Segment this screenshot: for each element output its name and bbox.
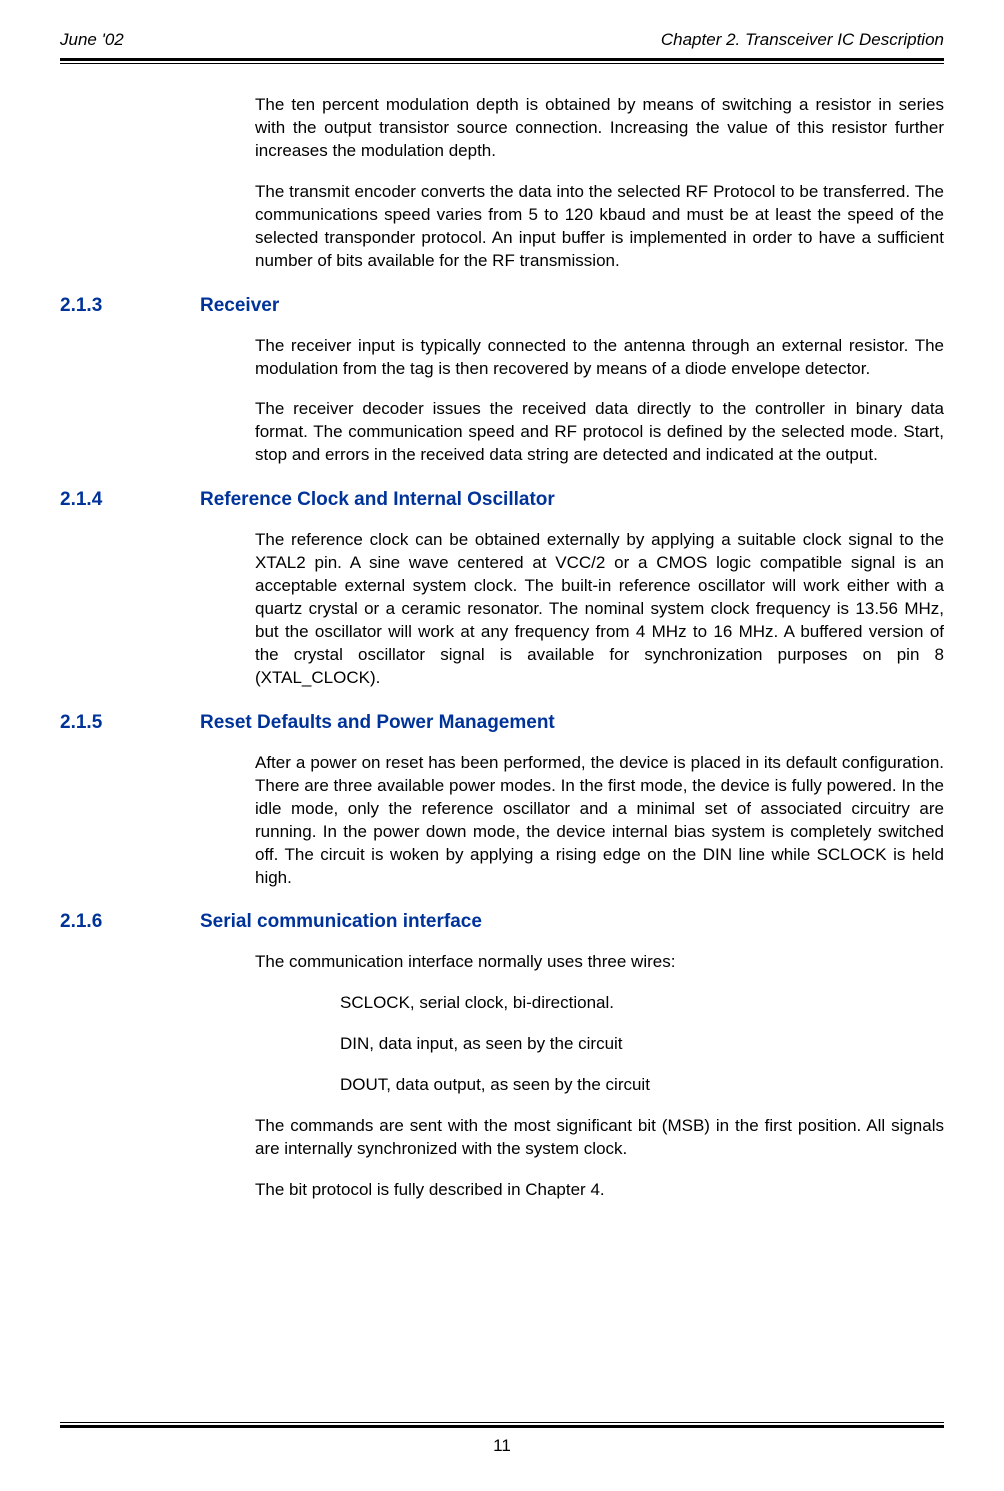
- content-area: The ten percent modulation depth is obta…: [0, 94, 1004, 1202]
- intro-paragraph-2: The transmit encoder converts the data i…: [255, 181, 944, 273]
- page-footer: 11: [0, 1422, 1004, 1456]
- footer-rule-thick: [60, 1425, 944, 1428]
- header-date: June '02: [60, 30, 124, 50]
- section-215-number: 2.1.5: [60, 712, 200, 734]
- section-213-number: 2.1.3: [60, 295, 200, 317]
- page-number: 11: [0, 1436, 1004, 1456]
- header-rule-thin: [60, 63, 944, 64]
- section-213-p1: The receiver input is typically connecte…: [255, 335, 944, 381]
- section-216-item1: SCLOCK, serial clock, bi-directional.: [340, 992, 944, 1015]
- header-rule-thick: [60, 58, 944, 61]
- section-215-p1: After a power on reset has been performe…: [255, 752, 944, 890]
- section-216-p3: The bit protocol is fully described in C…: [255, 1179, 944, 1202]
- intro-paragraph-1: The ten percent modulation depth is obta…: [255, 94, 944, 163]
- section-214-title: Reference Clock and Internal Oscillator: [200, 489, 555, 511]
- footer-rule-thin: [60, 1422, 944, 1423]
- section-213-heading: 2.1.3 Receiver: [60, 295, 944, 317]
- section-216-item2: DIN, data input, as seen by the circuit: [340, 1033, 944, 1056]
- section-213-title: Receiver: [200, 295, 279, 317]
- section-216-heading: 2.1.6 Serial communication interface: [60, 911, 944, 933]
- page-header: June '02 Chapter 2. Transceiver IC Descr…: [0, 0, 1004, 58]
- section-215-heading: 2.1.5 Reset Defaults and Power Managemen…: [60, 712, 944, 734]
- section-216-title: Serial communication interface: [200, 911, 482, 933]
- section-216-item3: DOUT, data output, as seen by the circui…: [340, 1074, 944, 1097]
- section-216-p2: The commands are sent with the most sign…: [255, 1115, 944, 1161]
- section-214-number: 2.1.4: [60, 489, 200, 511]
- section-216-p1: The communication interface normally use…: [255, 951, 944, 974]
- section-215-title: Reset Defaults and Power Management: [200, 712, 555, 734]
- section-216-number: 2.1.6: [60, 911, 200, 933]
- section-214-heading: 2.1.4 Reference Clock and Internal Oscil…: [60, 489, 944, 511]
- section-213-p2: The receiver decoder issues the received…: [255, 398, 944, 467]
- section-214-p1: The reference clock can be obtained exte…: [255, 529, 944, 690]
- header-chapter: Chapter 2. Transceiver IC Description: [661, 30, 944, 50]
